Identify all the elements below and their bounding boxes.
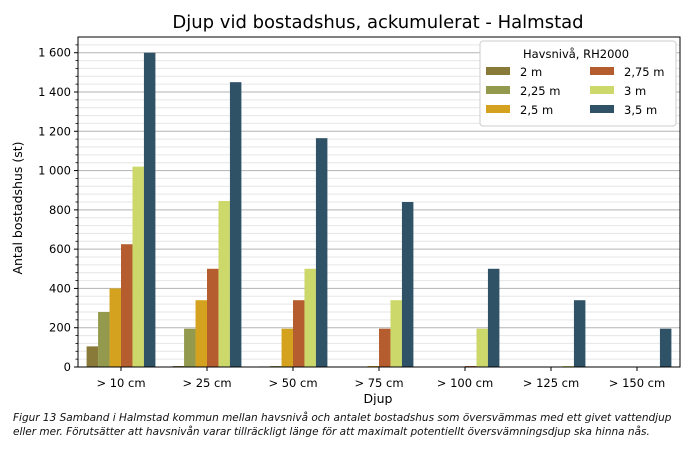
legend: Havsnivå, RH2000 2 m 2,25 m 2,5 m 2,75 m 3 m… [479,40,677,127]
x-axis-label: Djup [364,391,393,405]
bars [86,52,672,367]
x-tick-label: > 150 cm [609,376,665,390]
bar [401,202,414,367]
legend-label: 3,5 m [624,103,657,117]
y-tick-label: 400 [49,281,71,295]
x-tick-label: > 125 cm [523,376,579,390]
y-tick-label: 1 000 [38,164,71,178]
chart-title: Djup vid bostadshus, ackumulerat - Halms… [172,12,583,33]
legend-label: 2,5 m [520,103,553,117]
bar [281,328,293,367]
y-tick-label: 800 [49,203,71,217]
bar [476,328,488,367]
bar [143,52,156,367]
legend-box [479,40,677,127]
bar [293,300,305,367]
legend-label: 2 m [520,65,542,79]
bar [132,166,144,367]
chart: Djup vid bostadshus, ackumulerat - Halms… [10,12,681,405]
bar [659,328,672,367]
bar [573,300,586,367]
figure-caption: Figur 13 Samband i Halmstad kommun mella… [13,412,672,438]
legend-swatch [486,67,510,75]
y-tick-label: 0 [64,360,71,374]
x-tick-label: > 50 cm [268,376,317,390]
y-tick-label: 1 400 [38,85,71,99]
x-axis-ticks: > 10 cm > 25 cm > 50 cm > 75 cm > 100 cm > 12… [96,367,665,390]
legend-title: Havsnivå, RH2000 [523,47,629,61]
bar [184,328,196,367]
legend-label: 2,25 m [520,84,560,98]
y-axis-label: Antal bostadshus (st) [10,141,25,274]
x-tick-label: > 25 cm [182,376,231,390]
bar [487,268,500,367]
bar [379,328,391,367]
bar [315,138,328,367]
gridlines [78,44,680,368]
bar [218,201,230,367]
bar [98,312,110,367]
bar [304,268,316,367]
bar [86,346,99,367]
y-tick-label: 1 600 [38,46,71,60]
bar [390,300,402,367]
y-axis-ticks: 0 200 400 600 800 1 000 1 200 1 400 1 600 [38,44,78,374]
x-tick-label: > 100 cm [437,376,493,390]
bar [207,268,219,367]
y-tick-label: 1 200 [38,124,71,138]
x-tick-label: > 75 cm [354,376,403,390]
legend-swatch [590,86,614,94]
legend-swatch [486,105,510,113]
legend-swatch [590,67,614,75]
y-tick-label: 600 [49,242,71,256]
y-tick-label: 200 [49,321,71,335]
bar [121,244,133,367]
x-tick-label: > 10 cm [96,376,145,390]
bar [109,288,121,367]
bar [195,300,207,367]
legend-label: 3 m [624,84,646,98]
legend-label: 2,75 m [624,65,664,79]
bar [229,82,242,367]
legend-items: 2 m 2,25 m 2,5 m 2,75 m 3 m 3,5 m [486,65,664,117]
legend-swatch [590,105,614,113]
legend-swatch [486,86,510,94]
